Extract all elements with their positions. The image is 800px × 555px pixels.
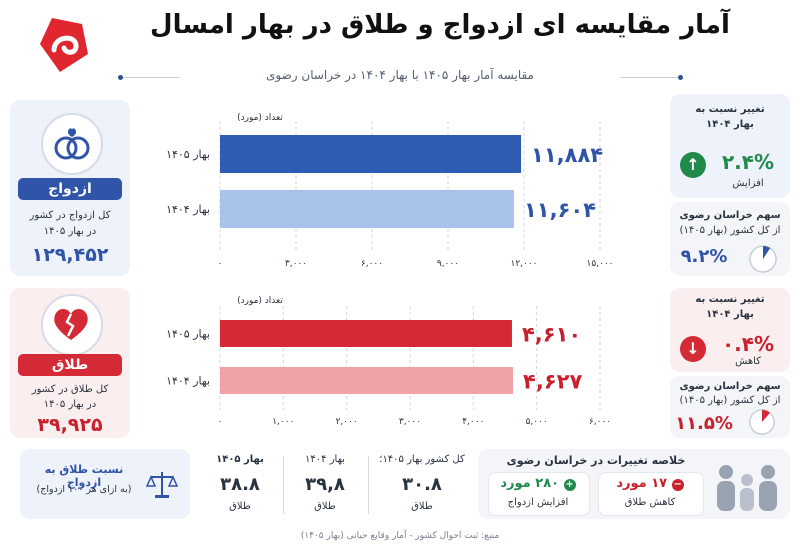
divorce-tick-label: ۱,۰۰۰	[272, 417, 294, 427]
marriage-bar	[220, 190, 514, 228]
divorce-change-title-2: بهار ۱۴۰۴	[706, 309, 754, 320]
marriage-country-total: ۱۲۹,۴۵۲	[31, 244, 109, 266]
decrease-label: کاهش طلاق	[624, 497, 676, 508]
divorce-country-label-1: کل طلاق در کشور	[31, 384, 109, 395]
ratio-title: نسبت طلاق به ازدواج	[44, 463, 124, 489]
increase-label: افزایش ازدواج	[507, 497, 569, 508]
logo	[40, 18, 88, 72]
marriage-tick-label: ۹,۰۰۰	[437, 259, 459, 269]
divorce-change-word: کاهش	[735, 356, 761, 367]
scale-icon	[146, 472, 178, 498]
marriage-country-label-1: کل ازدواج در کشور	[29, 210, 111, 221]
marriage-share-pie	[749, 245, 777, 273]
page-subtitle: مقایسه آمار بهار ۱۴۰۵ با بهار ۱۴۰۴ در خر…	[265, 68, 534, 82]
divorce-label: طلاق	[18, 354, 122, 376]
divorce-value-label: ۴,۶۲۷	[523, 370, 582, 394]
decrease-value-text: ۱۷ مورد	[616, 476, 668, 491]
decrease-card	[598, 472, 704, 516]
divorce-bar	[220, 367, 514, 394]
marriage-change-title-2: بهار ۱۴۰۴	[706, 119, 754, 130]
marriage-tick-label: ۱۲,۰۰۰	[510, 259, 537, 269]
marriage-share-pie-slice	[763, 246, 771, 259]
marriage-tick-label: ۳,۰۰۰	[285, 259, 307, 269]
divorce-share-title-1: سهم خراسان رضوی	[679, 381, 781, 392]
ratio-col2-title: بهار ۱۴۰۴	[305, 454, 345, 465]
decrease-value: − ۱۷ مورد	[598, 476, 702, 491]
marriage-label: ازدواج	[18, 178, 122, 200]
divorce-bar-chart: ۰ ۱,۰۰۰ ۲,۰۰۰ ۳,۰۰۰ ۴,۰۰۰ ۵,۰۰۰ ۶,۰۰۰ تعداد (مو…	[166, 296, 611, 427]
divorce-tick-label: ۰	[218, 417, 223, 427]
divorce-value-label: ۴,۶۱۰	[522, 323, 581, 347]
divorce-country-total: ۳۹,۹۲۵	[37, 414, 103, 436]
subtitle-dot-right	[678, 75, 683, 80]
divorce-change-pct: ۰.۴%	[721, 332, 775, 356]
divorce-bar	[220, 320, 512, 347]
ratio-col3-title: کل کشور بهار ۱۴۰۵؛	[379, 454, 465, 465]
increase-value-text: ۲۸۰ مورد	[500, 476, 560, 491]
ratio-subtitle: (به ازای هر ۱۰۰ ازدواج)	[36, 484, 132, 495]
family-icon	[717, 465, 777, 511]
divorce-share-pie-slice	[762, 409, 771, 422]
marriage-axis-label: تعداد (مورد)	[237, 113, 283, 123]
subtitle-dot-left	[118, 75, 123, 80]
arrow-down-icon: ↓	[680, 336, 706, 362]
ratio-col1-title: بهار ۱۴۰۵	[216, 454, 264, 465]
marriage-country-label-2: در بهار ۱۴۰۵	[43, 226, 97, 237]
divorce-tick-label: ۴,۰۰۰	[462, 417, 484, 427]
divorce-tick-label: ۲,۰۰۰	[336, 417, 358, 427]
ratio-col2-unit: طلاق	[314, 501, 336, 512]
marriage-change-title-1: تغییر نسبت به	[695, 104, 765, 115]
marriage-share-pct: ۹.۲%	[680, 246, 728, 267]
ratio-col3-unit: طلاق	[411, 501, 433, 512]
marriage-category-label: بهار ۱۴۰۴	[166, 203, 210, 216]
rings-icon	[54, 128, 90, 160]
arrow-up-icon: ↑	[680, 152, 706, 178]
source-note: منبع: ثبت احوال کشور - آمار وقایع حیاتی …	[300, 531, 500, 541]
ratio-divider-2	[368, 456, 369, 514]
divorce-share-pie	[749, 409, 775, 435]
marriage-share-title-2: از کل کشور (بهار ۱۴۰۵)	[679, 225, 781, 236]
divorce-change-title-1: تغییر نسبت به	[695, 294, 765, 305]
ratio-col3-value: ۳۰.۸	[402, 474, 442, 495]
marriage-tick-label: ۰	[218, 259, 223, 269]
minus-icon: −	[671, 479, 684, 491]
increase-value: + ۲۸۰ مورد	[488, 476, 588, 491]
page-title: آمار مقایسه ای ازدواج و طلاق در بهار امس…	[150, 10, 730, 40]
marriage-change-pct: ۲.۴%	[721, 150, 775, 174]
marriage-change-card	[670, 94, 790, 198]
divorce-category-label: بهار ۱۴۰۵	[166, 328, 210, 341]
plus-icon: +	[563, 479, 576, 491]
marriage-share-title-1: سهم خراسان رضوی	[679, 210, 781, 221]
marriage-value-label: ۱۱,۸۸۴	[531, 143, 603, 167]
subtitle-divider-left	[120, 77, 180, 78]
marriage-tick-label: ۶,۰۰۰	[361, 259, 383, 269]
subtitle-divider-right	[620, 77, 680, 78]
divorce-share-title-2: از کل کشور (بهار ۱۴۰۵)	[679, 395, 781, 406]
ratio-col1-value: ۳۸.۸	[220, 474, 260, 495]
divorce-category-label: بهار ۱۴۰۴	[166, 375, 210, 388]
marriage-category-label: بهار ۱۴۰۵	[166, 148, 210, 161]
changes-title: خلاصه تغییرات در خراسان رضوی	[506, 454, 686, 467]
marriage-change-word: افزایش	[732, 178, 764, 189]
divorce-axis-label: تعداد (مورد)	[237, 296, 283, 306]
divorce-share-pct: ۱۱.۵%	[675, 413, 733, 434]
ratio-divider-1	[283, 456, 284, 514]
divorce-tick-label: ۶,۰۰۰	[589, 417, 611, 427]
marriage-tick-label: ۱۵,۰۰۰	[586, 259, 613, 269]
marriage-bar-chart: ۰ ۳,۰۰۰ ۶,۰۰۰ ۹,۰۰۰ ۱۲,۰۰۰ ۱۵,۰۰۰ تعداد (مورد)…	[166, 113, 613, 269]
rings-icon-circle	[41, 113, 103, 175]
ratio-col1-unit: طلاق	[229, 501, 251, 512]
ratio-col2-value: ۳۹,۸	[305, 474, 345, 495]
broken-heart-icon	[54, 308, 88, 340]
marriage-value-label: ۱۱,۶۰۴	[524, 198, 596, 222]
divorce-tick-label: ۳,۰۰۰	[399, 417, 421, 427]
marriage-bar	[220, 135, 522, 173]
divorce-country-label-2: در بهار ۱۴۰۵	[43, 399, 97, 410]
divorce-tick-label: ۵,۰۰۰	[526, 417, 548, 427]
